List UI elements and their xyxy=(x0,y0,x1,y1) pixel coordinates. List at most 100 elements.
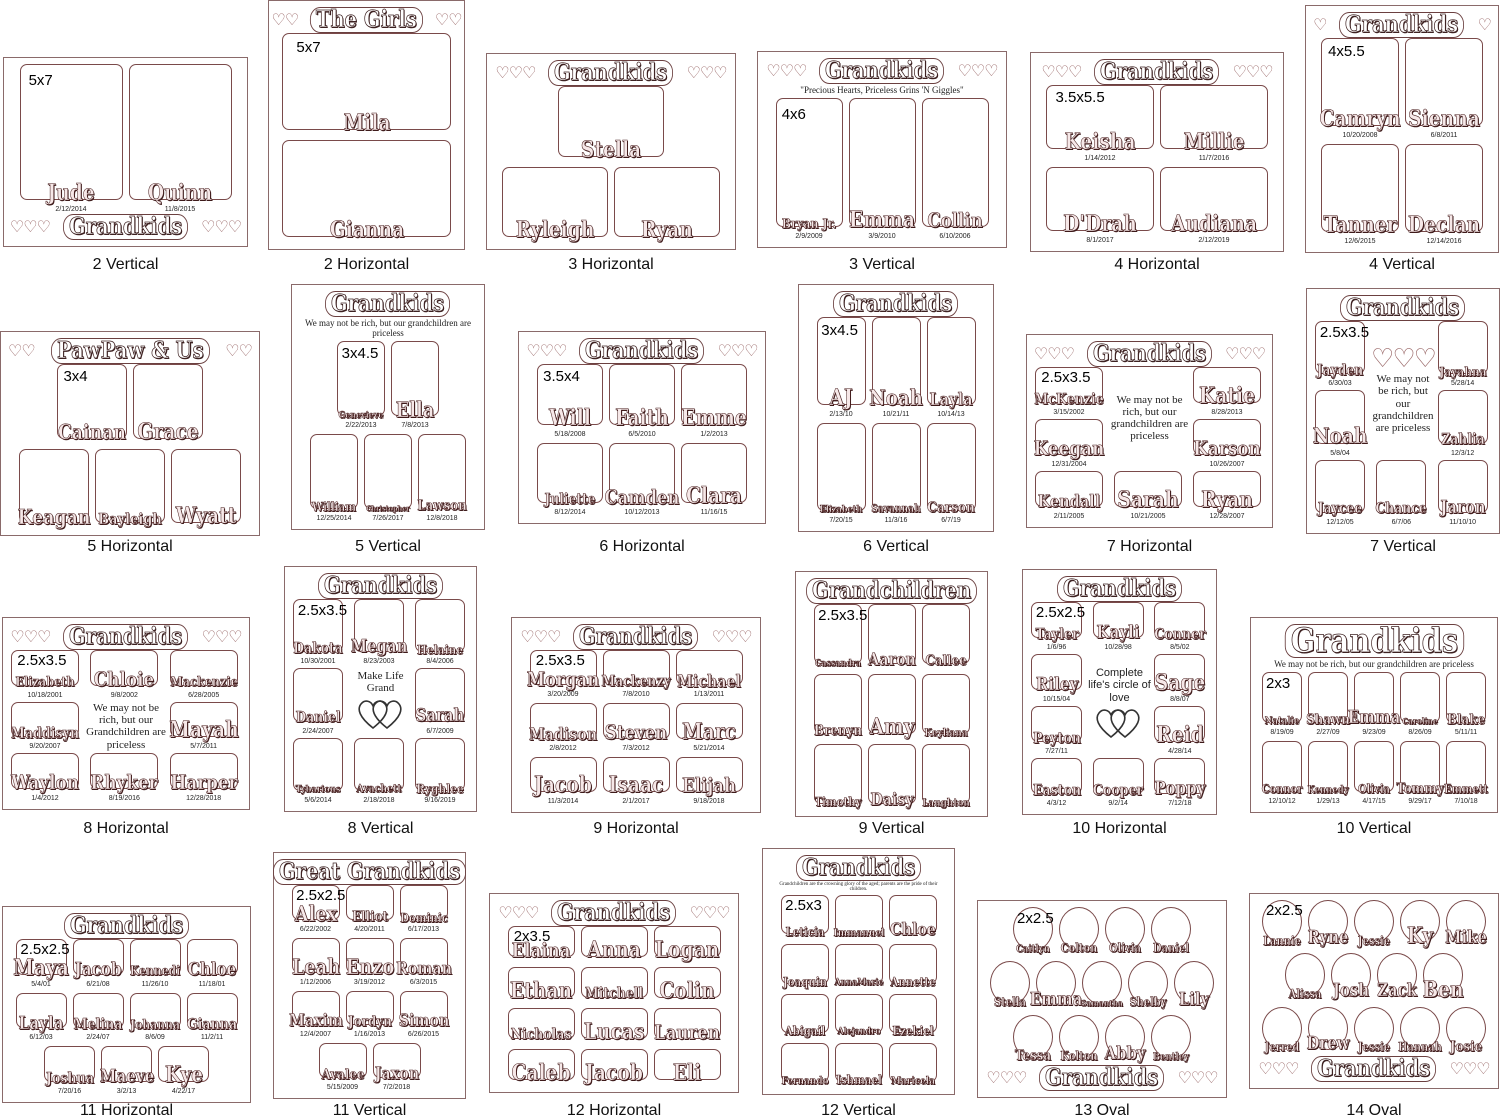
photo-slot: 2x3.5 Elaina xyxy=(507,926,575,963)
child-name: D'Drah xyxy=(1063,211,1137,237)
frame-template[interactable]: Grandkids ♡♡♡ We may not be rich, but our … xyxy=(1306,288,1500,534)
photo-opening: Alejandro xyxy=(834,993,883,1037)
size-label: 2.5x3.5 xyxy=(1319,324,1370,342)
child-name: Noah xyxy=(869,385,923,411)
frame-title: ♡♡♡ Grandkids ♡♡♡ xyxy=(10,214,242,240)
photo-slot: Chance 6/7/06 xyxy=(1375,459,1428,527)
photo-opening: Jacob xyxy=(72,939,124,978)
photo-opening: Bayleigh xyxy=(95,448,165,527)
oval-photo-opening: Drew xyxy=(1306,1006,1350,1053)
child-name: Ryghlee xyxy=(416,780,464,796)
oval-photo-opening: Abby xyxy=(1104,1015,1146,1062)
frame-template[interactable]: Great Grandkids 2.5x2.5 Alex 6/22/2002 Ellio… xyxy=(272,852,467,1099)
frame-template[interactable]: Grandkids Make Life Grand 2.5x3.5 Dakota 10/… xyxy=(284,566,477,812)
frame-template[interactable]: 2x2.5 Caitlyn Colton Olivia Daniel Stella Emma… xyxy=(977,900,1227,1098)
frame-template[interactable]: Grandchildren 2.5x3.5 Cassandra Aaron Callee… xyxy=(795,571,988,817)
slot-row: Fernando Ishmael Maricela xyxy=(771,1042,946,1088)
photo-opening: Marc xyxy=(675,703,743,743)
child-name: Megan xyxy=(350,636,408,657)
frame-template[interactable]: Grandkids Grandchildren are the crowning … xyxy=(762,848,955,1095)
photo-slot: Camden 10/12/2013 xyxy=(604,442,680,518)
photo-slot: Ella 7/8/2013 xyxy=(391,341,439,430)
child-name: Melina xyxy=(73,1015,123,1034)
photo-opening: Sienna xyxy=(1405,38,1483,130)
photo-slot: 2.5x2.5 Tayler 1/6/96 xyxy=(1031,602,1085,652)
child-name: Sarah xyxy=(415,706,465,727)
frame-template[interactable]: Grandkids We may not be rich, but our gra… xyxy=(291,284,485,530)
photo-opening: 3.5x4 Will xyxy=(537,364,603,429)
frame-template[interactable]: ♡♡♡ Grandkids ♡♡♡ 3.5x5.5 Keisha 1/14/2012 Mil… xyxy=(1030,52,1284,252)
photo-slot: Wyatt xyxy=(171,448,241,530)
photo-opening: 2.5x3.5 Morgan xyxy=(526,650,600,689)
photo-slot: Laughton xyxy=(921,744,970,810)
slot-area: 2x2.5 Caitlyn Colton Olivia Daniel Stella Emma… xyxy=(986,907,1218,1065)
birth-date: 11/3/2014 xyxy=(547,797,579,805)
photo-slot: Ezekiel xyxy=(888,993,937,1039)
child-name: Daniel xyxy=(295,709,341,727)
photo-opening: Johanna xyxy=(129,992,181,1032)
birth-date: 7/8/2013 xyxy=(401,422,429,429)
frame-template[interactable]: ♡♡♡ Grandkids ♡♡♡ We may not be rich, but o… xyxy=(1026,334,1273,528)
child-name: Jacob xyxy=(585,1060,643,1086)
photo-opening: Layla xyxy=(926,317,976,409)
birth-date: 4/22/17 xyxy=(171,1088,196,1096)
birth-date: 8/26/09 xyxy=(1408,729,1432,736)
child-name: Enzo xyxy=(345,953,394,979)
photo-slot: Dominic 6/17/2013 xyxy=(399,885,448,934)
frame-template[interactable]: Grandkids We may not be rich, but our gra… xyxy=(1250,617,1498,813)
birth-date: 8/5/02 xyxy=(1170,644,1190,651)
photo-opening: Avalee xyxy=(318,1043,367,1082)
frame-template[interactable]: Grandkids Complete life's circle of love 2… xyxy=(1022,569,1217,815)
frame-template[interactable]: ♡ Grandkids ♡ 4x5.5 Camryn 10/20/2008 Sienna 6/… xyxy=(1305,5,1499,253)
birth-date: 12/28/2018 xyxy=(186,795,222,802)
frame-template[interactable]: 2x2.5 Lannie Ryne Jessie Ky Mike Alissa Josh Zac… xyxy=(1249,893,1499,1089)
frame-template[interactable]: ♡♡♡ Grandkids ♡♡♡ "Precious Hearts, Pricele… xyxy=(757,51,1007,248)
child-name: Alissa xyxy=(1288,986,1322,1001)
frame-template[interactable]: Grandkids 2.5x2.5 Maya 5/4/01 Jacob 6/21/08 Ke… xyxy=(2,906,251,1103)
child-name: Keagan xyxy=(17,504,91,529)
frame-template[interactable]: ♡♡ PawPaw & Us ♡♡ 3x4 Cainan Grace Keagan Bayle… xyxy=(0,331,260,536)
photo-opening: Elliot xyxy=(345,885,394,924)
frame-template[interactable]: ♡♡♡ Grandkids ♡♡♡ 2x3.5 Elaina Anna Logan Ethan… xyxy=(489,893,739,1093)
photo-slot: Daniel 2/24/2007 xyxy=(293,668,343,735)
birth-date: 12/3/12 xyxy=(1450,449,1475,457)
child-name: Kennedy xyxy=(1307,785,1349,796)
photo-slot: 2.5x2.5 Alex 6/22/2002 xyxy=(291,885,345,934)
photo-slot: 2x3 Natalie 8/19/09 xyxy=(1262,672,1302,737)
photo-opening: Rhyker xyxy=(90,753,159,792)
slot-row: Joaquin AnnaMarie Annette xyxy=(771,944,946,989)
frame-caption: 8 Vertical xyxy=(347,820,414,837)
frame-template[interactable]: ♡♡♡ Grandkids ♡♡♡ Stella Ryleigh Ryan xyxy=(486,53,736,250)
photo-opening: Tanner xyxy=(1321,144,1399,236)
frame-template[interactable]: ♡♡ The Girls ♡♡ 5x7 Mila Gianna xyxy=(268,0,465,250)
child-name: Lauren xyxy=(654,1021,720,1045)
slot-row: 2.5x3.5 Cassandra Aaron Callee xyxy=(804,604,979,670)
birth-date: 10/21/11 xyxy=(882,411,910,418)
center-message: We may not be rich, but our Grandchildre… xyxy=(84,702,167,752)
size-label: 2.5x3.5 xyxy=(17,652,67,670)
child-name: Ella xyxy=(395,397,435,422)
frame-template[interactable]: ♡♡♡ Grandkids ♡♡♡ 2.5x3.5 Morgan 3/20/2009 Mac… xyxy=(511,617,761,813)
child-name: Jessie xyxy=(1357,1040,1391,1055)
child-name: Cassandra xyxy=(814,657,861,669)
frame-template[interactable]: 5x7 Jude 2/12/2014 Quinn 11/8/2015 ♡♡♡ Grandki… xyxy=(3,57,248,247)
frame-caption: 12 Horizontal xyxy=(566,1102,662,1119)
frame-template[interactable]: ♡♡♡ Grandkids ♡♡♡ 3.5x4 Will 5/18/2008 Faith 6/… xyxy=(518,331,766,524)
child-name: Chance xyxy=(1375,500,1428,518)
photo-slot: Katie 8/28/2013 xyxy=(1193,367,1261,417)
title-text: Grandchildren xyxy=(805,578,978,604)
photo-slot: Tanner 12/6/2015 xyxy=(1321,144,1399,246)
photo-slot: 3x4.5 Genevieve 2/22/2013 xyxy=(337,341,385,430)
frame-title: ♡♡♡ Grandkids ♡♡♡ xyxy=(495,60,728,86)
child-name: Kennedi xyxy=(129,963,181,979)
birth-date: 9/16/2019 xyxy=(424,797,456,804)
child-name: Clara xyxy=(685,483,743,509)
size-label: 5x7 xyxy=(28,72,53,90)
title-text: PawPaw & Us xyxy=(50,338,210,364)
photo-opening: 5x7 Mila xyxy=(282,33,451,134)
frame-template[interactable]: Grandkids 3x4.5 AJ 2/13/10 Noah 10/21/11 Layla… xyxy=(798,284,994,532)
child-name: Collin xyxy=(927,209,983,233)
slot-row: 3x4.5 AJ 2/13/10 Noah 10/21/11 Layla 10/14/13 xyxy=(807,317,985,419)
hearts-icon: ♡♡♡ xyxy=(201,219,242,236)
frame-template[interactable]: ♡♡♡ Grandkids ♡♡♡ We may not be rich, but o… xyxy=(2,617,250,810)
